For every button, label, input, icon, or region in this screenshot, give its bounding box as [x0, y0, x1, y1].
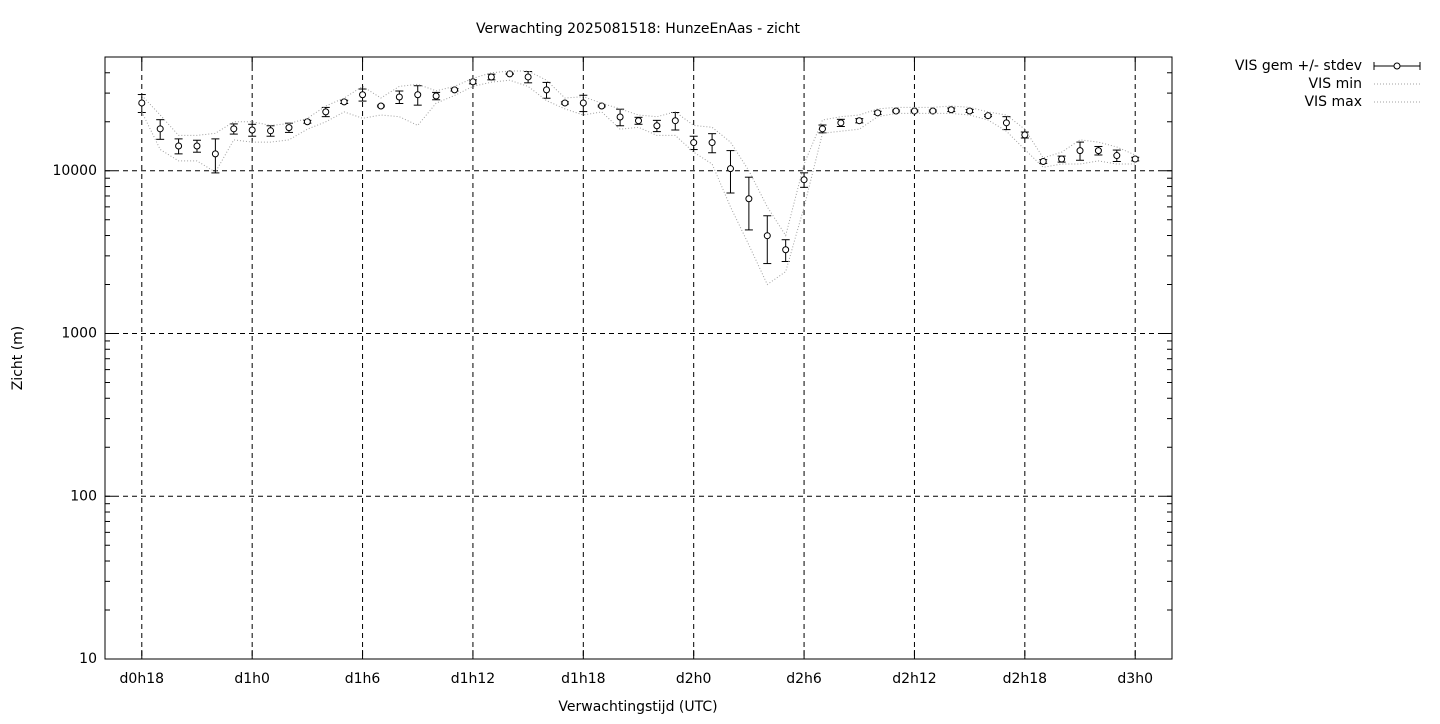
data-point	[763, 232, 771, 240]
data-point	[175, 142, 183, 150]
y-tick-label: 10	[79, 651, 97, 667]
data-point	[745, 195, 753, 203]
data-point	[211, 150, 219, 158]
legend-swatch	[1393, 62, 1401, 70]
y-axis-label: Zicht (m)	[10, 326, 26, 391]
data-point	[193, 142, 201, 150]
data-point	[874, 109, 882, 117]
x-tick-label: d0h18	[120, 671, 164, 687]
x-tick-label: d3h0	[1117, 671, 1153, 687]
data-point	[1021, 131, 1029, 139]
x-tick-label: d2h12	[892, 671, 936, 687]
data-point	[322, 108, 330, 116]
data-point	[1113, 152, 1121, 160]
data-point	[671, 117, 679, 125]
plot-frame	[104, 56, 1173, 660]
data-point	[947, 106, 955, 114]
data-point	[1076, 147, 1084, 155]
data-point	[303, 118, 311, 126]
chart-title: Verwachting 2025081518: HunzeEnAas - zic…	[476, 21, 800, 37]
data-point	[451, 86, 459, 94]
data-point	[506, 70, 514, 78]
range-line	[141, 70, 1136, 237]
data-point	[837, 119, 845, 127]
data-point	[524, 73, 532, 81]
data-point	[579, 99, 587, 107]
x-tick-label: d2h6	[786, 671, 822, 687]
data-point	[635, 117, 642, 125]
data-point	[855, 117, 863, 125]
data-point	[690, 139, 698, 147]
data-point	[1131, 155, 1139, 163]
data-point	[818, 125, 826, 133]
data-point	[285, 124, 293, 132]
data-point	[543, 86, 551, 94]
x-tick-label: d1h6	[345, 671, 381, 687]
data-point	[892, 107, 900, 115]
error-bar	[763, 215, 772, 265]
data-point	[377, 102, 385, 110]
data-point	[782, 246, 790, 254]
data-point	[616, 113, 624, 121]
x-tick-label: d1h12	[451, 671, 495, 687]
data-point	[598, 102, 606, 110]
data-point	[156, 125, 164, 133]
y-tick-label: 1000	[61, 326, 97, 342]
data-point	[1058, 155, 1066, 163]
y-tick-label: 10000	[52, 163, 97, 179]
data-point	[984, 112, 992, 120]
data-point	[414, 91, 422, 99]
data-point	[1002, 119, 1010, 127]
data-point	[561, 99, 569, 107]
data-point	[487, 73, 495, 81]
data-point	[708, 139, 716, 147]
data-point	[726, 165, 734, 173]
x-tick-label: d1h18	[561, 671, 605, 687]
data-point	[267, 127, 275, 135]
legend-label: VIS gem +/- stdev	[1235, 58, 1362, 74]
data-point	[929, 107, 937, 115]
data-point	[653, 122, 661, 130]
data-point	[1039, 157, 1047, 165]
data-point	[910, 107, 918, 115]
error-bar	[744, 176, 753, 231]
x-tick-label: d1h0	[234, 671, 270, 687]
data-point	[395, 93, 403, 101]
data-point	[432, 92, 440, 100]
x-tick-label: d2h18	[1003, 671, 1047, 687]
data-point	[469, 78, 477, 86]
data-point	[966, 107, 974, 115]
data-point	[800, 176, 808, 184]
data-point	[1094, 147, 1102, 155]
data-point	[340, 98, 348, 106]
data-point	[359, 91, 367, 99]
x-axis-label: Verwachtingstijd (UTC)	[558, 699, 717, 715]
data-point	[138, 99, 146, 107]
legend-label: VIS min	[1309, 76, 1362, 92]
data-point	[230, 125, 238, 133]
y-tick-label: 100	[70, 488, 97, 504]
legend-label: VIS max	[1304, 94, 1362, 110]
data-point	[248, 126, 256, 134]
x-tick-label: d2h0	[676, 671, 712, 687]
